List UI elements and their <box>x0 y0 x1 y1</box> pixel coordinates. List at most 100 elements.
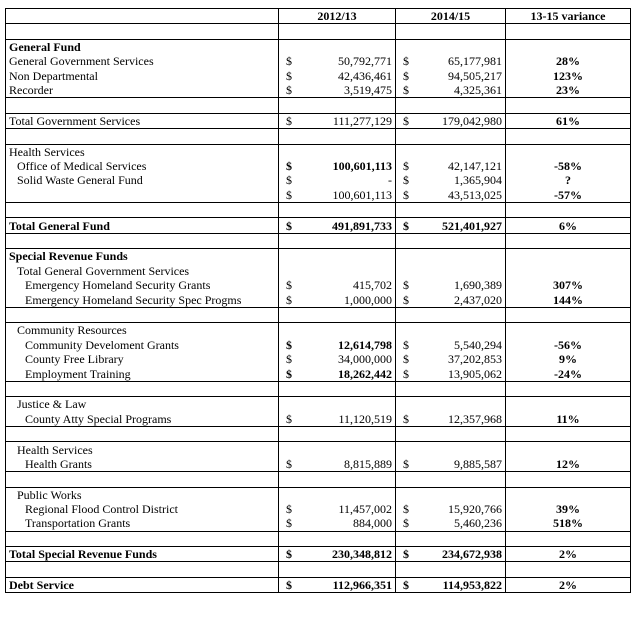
amount-2012 <box>298 263 396 279</box>
currency-sign: $ <box>403 502 409 517</box>
amount-2014 <box>415 39 506 55</box>
currency-sign <box>395 471 416 488</box>
variance: 23% <box>505 82 631 98</box>
currency-sign <box>396 39 416 54</box>
table-row: $100,601,113 $43,513,025 -57% <box>5 187 631 203</box>
currency-sign <box>279 442 299 457</box>
amount-2014 <box>415 425 506 443</box>
currency-sign: $ <box>403 411 409 426</box>
variance <box>505 561 631 578</box>
amount-2014 <box>415 263 506 279</box>
currency-sign <box>395 97 416 114</box>
currency-sign <box>396 264 416 278</box>
variance: 2% <box>505 546 631 562</box>
row-label: Public Works <box>5 487 279 502</box>
variance <box>505 487 631 502</box>
currency-sign <box>278 306 299 324</box>
variance <box>505 97 631 114</box>
table-row: Solid Waste General Fund $ - $1,365,904? <box>5 173 631 188</box>
currency-sign: $ <box>286 54 292 69</box>
amount-2014: 15,920,766 <box>415 501 506 517</box>
amount-2012 <box>298 380 396 398</box>
amount-2012 <box>298 425 396 443</box>
amount-2014 <box>415 306 506 324</box>
amount-2012 <box>298 248 396 264</box>
currency-sign: $ <box>403 456 409 471</box>
amount-2014 <box>415 396 506 412</box>
row-label <box>5 530 279 548</box>
currency-sign <box>395 23 416 40</box>
amount-2012: 884,000 <box>298 516 396 532</box>
currency-sign <box>279 39 299 54</box>
table-row: Total General Fund $491,891,733 $521,401,9… <box>5 217 631 234</box>
currency-sign: $ <box>286 547 292 562</box>
table-row: Regional Flood Control District $11,457,0… <box>5 501 631 517</box>
currency-sign <box>278 471 299 488</box>
amount-2012 <box>298 530 396 548</box>
row-label <box>5 561 279 578</box>
row-label: Regional Flood Control District <box>5 501 279 517</box>
table-row: Total Special Revenue Funds $230,348,812 $… <box>5 546 631 562</box>
table-row: Transportation Grants $884,000 $5,460,236 5… <box>5 516 631 532</box>
amount-2012 <box>298 97 396 114</box>
currency-sign <box>396 144 416 159</box>
row-label: Debt Service <box>5 577 279 594</box>
amount-2014: 521,401,927 <box>415 217 506 234</box>
amount-2012 <box>298 487 396 502</box>
currency-sign <box>396 487 416 502</box>
amount-2014 <box>415 471 506 488</box>
table-row: County Atty Special Programs $11,120,519 $… <box>5 411 631 427</box>
table-row <box>5 471 631 488</box>
currency-sign: $ <box>403 173 409 188</box>
currency-sign <box>278 202 299 219</box>
currency-sign: $ <box>395 577 416 594</box>
row-label <box>5 425 279 443</box>
amount-2012: 11,457,002 <box>298 501 396 517</box>
currency-sign: $ <box>286 187 292 202</box>
currency-sign: $ <box>403 278 409 293</box>
amount-2014 <box>415 487 506 502</box>
variance: -24% <box>505 366 631 382</box>
table-row <box>5 530 631 548</box>
amount-2014: 43,513,025 <box>415 187 506 203</box>
currency-sign: $ <box>403 292 409 307</box>
currency-sign <box>278 380 299 398</box>
currency-sign <box>278 425 299 443</box>
row-label <box>5 23 279 40</box>
currency-sign: $ <box>403 337 409 352</box>
table-row: Health Grants $8,815,889 $9,885,587 12% <box>5 456 631 472</box>
amount-2012: 415,702 <box>298 278 396 293</box>
table-row: Office of Medical Services $100,601,113 $4… <box>5 158 631 174</box>
currency-sign <box>395 380 416 398</box>
currency-sign <box>279 249 299 264</box>
currency-sign: $ <box>286 337 292 352</box>
amount-2012 <box>298 23 396 40</box>
row-label: Health Grants <box>5 456 279 472</box>
amount-2014 <box>415 128 506 145</box>
row-label <box>5 187 279 203</box>
amount-2012: - <box>298 173 396 188</box>
amount-2012: 111,277,129 <box>298 113 396 129</box>
table-row <box>5 202 631 219</box>
table-row <box>5 425 631 443</box>
variance: 518% <box>505 516 631 532</box>
currency-sign <box>279 323 299 338</box>
row-label <box>5 232 279 250</box>
variance <box>505 380 631 398</box>
column-header: 2012/13 <box>278 7 396 25</box>
variance <box>505 128 631 145</box>
variance <box>505 441 631 457</box>
row-label: Transportation Grants <box>5 516 279 532</box>
variance: 28% <box>505 54 631 69</box>
variance <box>505 144 631 159</box>
amount-2014: 9,885,587 <box>415 456 506 472</box>
row-label: Special Revenue Funds <box>5 248 279 264</box>
column-header: 13-15 variance <box>505 7 631 25</box>
currency-sign <box>395 561 416 578</box>
header-row: 2012/13 2014/15 13-15 variance <box>5 7 631 25</box>
table-row: General Fund <box>5 39 631 55</box>
row-label <box>5 380 279 398</box>
variance: 12% <box>505 456 631 472</box>
currency-sign: $ <box>286 502 292 517</box>
row-label: Total General Fund <box>5 217 279 234</box>
